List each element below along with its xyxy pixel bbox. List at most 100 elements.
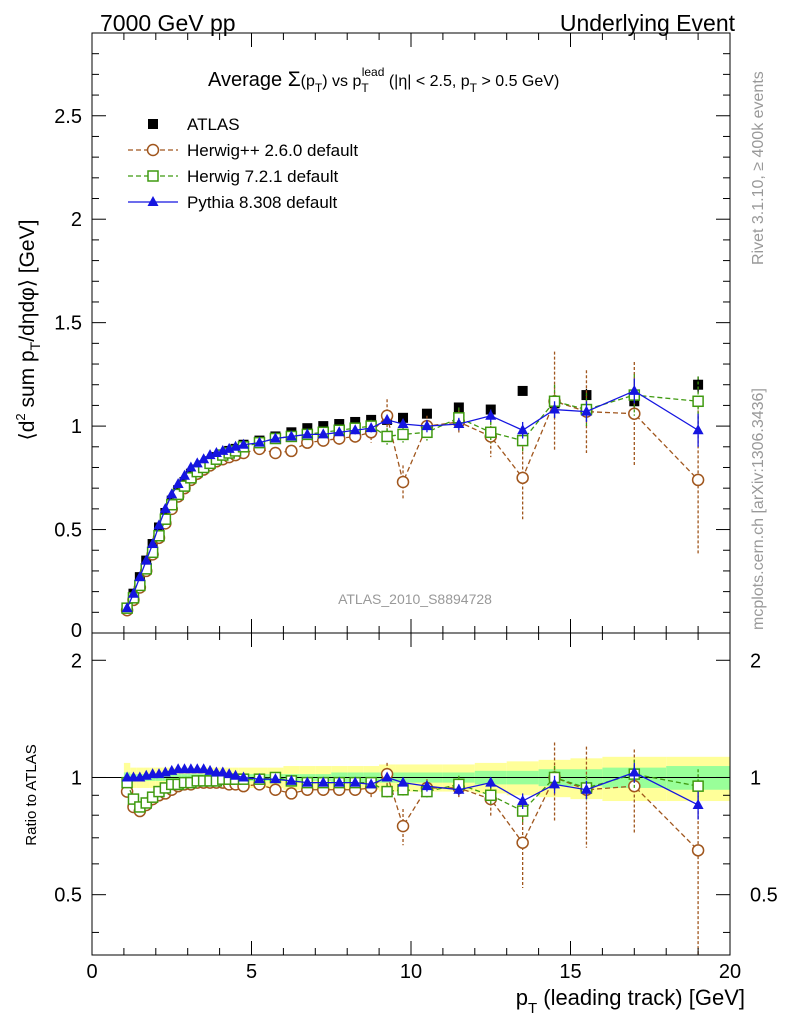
main-point-pythia-8-308-default <box>153 519 165 530</box>
header-right: Underlying Event <box>560 10 736 36</box>
rivet-label: Rivet 3.1.10, ≥ 400k events <box>750 71 767 265</box>
main-point-pythia-8-308-default <box>147 538 159 549</box>
ratio-point-pythia-8-308-default <box>301 776 313 787</box>
main-point-atlas <box>517 385 528 396</box>
legend: ATLAS Herwig++ 2.6.0 default Herwig 7.2.1 … <box>128 115 358 212</box>
main-point-herwig-2-6-0-default <box>285 444 298 458</box>
main-point-pythia-8-308-default <box>285 430 297 441</box>
main-line-herwig-7-2-1-default <box>126 394 699 609</box>
main-point-atlas <box>334 419 345 430</box>
main-point-pythia-8-308-default <box>453 418 465 429</box>
watermark: ATLAS_2010_S8894728 <box>338 591 492 607</box>
main-line-herwig-2-6-0-default <box>126 400 699 611</box>
main-point-atlas <box>398 412 409 423</box>
main-point-pythia-8-308-default <box>485 409 497 420</box>
ratio-point-herwig-2-6-0-default <box>285 787 298 800</box>
main-title: Average Σ(pT) vs pTlead (|η| < 2.5, pT >… <box>208 65 559 95</box>
main-point-herwig-2-6-0-default <box>691 473 705 487</box>
main-point-pythia-8-308-default <box>140 554 152 565</box>
axes: 0 5 10 15 20 0.5 1 1.5 2 2.5 0 0.5 0.5 1 1 2 2 <box>54 33 778 983</box>
ratio-point-pythia-8-308-default <box>198 763 210 774</box>
ratio-point-pythia-8-308-default <box>421 780 433 791</box>
ratio-point-pythia-8-308-default <box>223 768 235 779</box>
main-point-herwig-7-2-1-default <box>692 395 704 408</box>
main-point-atlas <box>160 508 171 518</box>
ratio-point-pythia-8-308-default <box>397 776 409 787</box>
ratio-y-axis-label: Ratio to ATLAS <box>23 744 40 845</box>
header-left: 7000 GeV pp <box>100 10 236 36</box>
main-point-atlas <box>693 379 704 390</box>
main-point-pythia-8-308-default <box>159 502 171 513</box>
ratio-point-herwig-2-6-0-default <box>269 783 282 797</box>
main-point-pythia-8-308-default <box>253 436 265 447</box>
ratio-point-pythia-8-308-default <box>204 764 216 775</box>
main-point-pythia-8-308-default <box>166 488 178 499</box>
main-point-pythia-8-308-default <box>191 457 203 468</box>
main-y-tick-label: 2.5 <box>54 106 82 128</box>
ratio-point-pythia-8-308-default <box>217 766 229 777</box>
main-point-pythia-8-308-default <box>692 424 704 435</box>
ratio-point-herwig-7-2-1-default <box>127 793 140 805</box>
x-tick-label: 0 <box>86 961 97 983</box>
ratio-point-pythia-8-308-default <box>628 766 640 777</box>
ratio-point-herwig-2-6-0-default <box>396 819 410 833</box>
ratio-point-pythia-8-308-default <box>365 778 377 789</box>
ratio-point-pythia-8-308-default <box>485 776 497 787</box>
ratio-point-herwig-2-6-0-default <box>516 836 529 849</box>
x-tick-label: 5 <box>246 961 257 983</box>
main-point-pythia-8-308-default <box>365 422 377 433</box>
ratio-point-herwig-7-2-1-default <box>381 785 393 798</box>
main-point-herwig-2-6-0-default <box>628 407 641 420</box>
main-point-pythia-8-308-default <box>172 478 184 489</box>
ratio-point-pythia-8-308-default <box>333 776 345 787</box>
legend-label-herwig-7-2-1-default: Herwig 7.2.1 default <box>187 167 338 186</box>
ratio-y-tick-label: 1 <box>71 767 82 789</box>
ratio-point-pythia-8-308-default <box>692 798 704 809</box>
main-point-pythia-8-308-default <box>549 403 561 414</box>
main-point-pythia-8-308-default <box>179 469 191 480</box>
legend-marker-herwig-7-2-1-default <box>147 170 159 182</box>
main-line-pythia-8-308-default <box>126 390 699 609</box>
ratio-y-tick-label-right: 1 <box>750 767 761 789</box>
main-point-pythia-8-308-default <box>397 418 409 429</box>
main-title-text: Average Σ(pT) vs pTlead (|η| < 2.5, pT >… <box>208 65 559 95</box>
legend-marker-pythia-8-308-default <box>147 196 159 206</box>
mcplots-label: mcplots.cern.ch [arXiv:1306.3436] <box>750 388 767 630</box>
ratio-y-tick-label-right: 2 <box>750 650 761 672</box>
main-point-pythia-8-308-default <box>349 424 361 435</box>
ratio-point-pythia-8-308-default <box>269 773 281 784</box>
legend-label-pythia-8-308-default: Pythia 8.308 default <box>187 193 338 212</box>
main-panel-marks <box>120 351 705 617</box>
main-point-herwig-7-2-1-default <box>153 530 165 542</box>
main-point-pythia-8-308-default <box>628 384 640 395</box>
main-point-atlas <box>318 421 329 432</box>
legend-label-atlas: ATLAS <box>187 115 240 134</box>
ratio-point-pythia-8-308-default <box>580 783 592 794</box>
ratio-point-pythia-8-308-default <box>517 795 529 806</box>
ratio-point-pythia-8-308-default <box>453 783 465 794</box>
legend-label-herwig-2-6-0-default: Herwig++ 2.6.0 default <box>187 141 358 160</box>
main-y-zero-label: 0 <box>71 620 82 642</box>
ratio-point-pythia-8-308-default <box>349 776 361 787</box>
x-tick-label: 20 <box>719 961 741 983</box>
ratio-point-pythia-8-308-default <box>381 771 393 782</box>
x-axis-label: pT (leading track) [GeV] <box>516 985 745 1017</box>
main-point-pythia-8-308-default <box>134 571 146 582</box>
main-point-atlas <box>350 416 361 427</box>
main-point-atlas <box>302 423 313 434</box>
ratio-y-tick-label: 2 <box>71 650 82 672</box>
main-point-herwig-7-2-1-default <box>159 513 172 525</box>
main-point-herwig-7-2-1-default <box>397 428 409 441</box>
main-point-pythia-8-308-default <box>580 405 592 416</box>
ratio-y-tick-label: 0.5 <box>54 885 82 907</box>
ratio-panel-marks <box>120 742 705 955</box>
main-point-herwig-7-2-1-default <box>381 430 393 443</box>
main-point-pythia-8-308-default <box>517 424 529 435</box>
main-point-herwig-7-2-1-default <box>485 426 497 439</box>
ratio-point-pythia-8-308-default <box>253 773 265 784</box>
main-point-pythia-8-308-default <box>121 602 133 613</box>
main-y-tick-label: 2 <box>71 209 82 231</box>
ratio-y-tick-label-right: 0.5 <box>750 885 778 907</box>
main-y-tick-label: 1 <box>71 416 82 438</box>
ratio-point-pythia-8-308-default <box>317 776 329 787</box>
